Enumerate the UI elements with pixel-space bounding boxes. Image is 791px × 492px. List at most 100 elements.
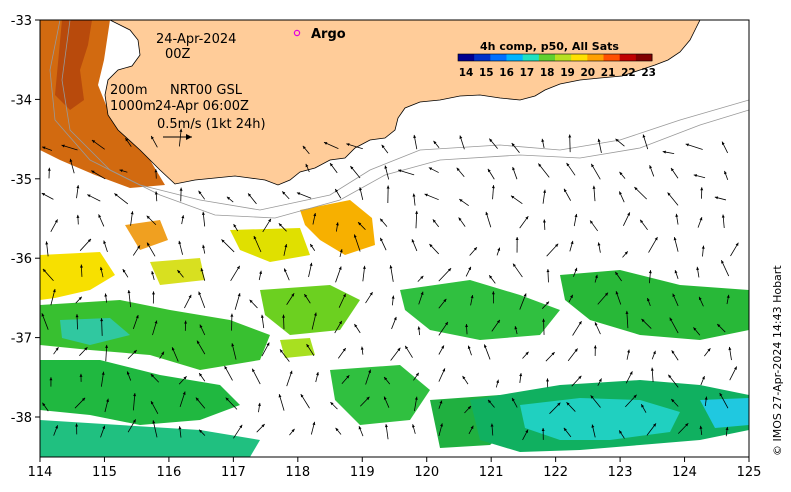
current-arrow-head xyxy=(497,247,501,251)
sst-patch-green-4 xyxy=(560,270,749,340)
current-arrow-head xyxy=(52,289,56,293)
current-arrow-head xyxy=(78,296,82,300)
current-arrow-head xyxy=(570,294,573,299)
current-arrow-head xyxy=(563,188,567,193)
current-arrow-head xyxy=(268,218,271,223)
current-arrow-head xyxy=(49,377,53,381)
sst-patch-green-1 xyxy=(40,300,270,370)
current-arrow-head xyxy=(674,270,678,274)
current-arrow-head xyxy=(313,312,317,316)
x-tick-label: 116 xyxy=(156,465,181,480)
current-arrow-head xyxy=(266,342,270,346)
current-arrow-head xyxy=(119,169,123,173)
contour-1000m xyxy=(61,20,749,219)
current-arrow-head xyxy=(673,237,677,241)
colorbar-tick-label: 17 xyxy=(520,67,535,79)
colorbar-title: 4h comp, p50, All Sats xyxy=(480,40,619,53)
current-arrow-head xyxy=(342,348,346,352)
current-arrow-head xyxy=(627,212,630,216)
current-arrow-head xyxy=(284,244,288,248)
current-arrow-head xyxy=(398,169,402,173)
current-arrow-head xyxy=(462,375,466,380)
sst-patch-yellow xyxy=(40,252,115,300)
current-arrow-head xyxy=(570,240,574,245)
current-arrow-head xyxy=(384,424,388,428)
current-arrow-head xyxy=(515,237,519,241)
current-arrow-head xyxy=(525,216,529,220)
current-arrow-head xyxy=(447,268,452,272)
current-arrow-head xyxy=(496,319,500,324)
current-arrow-head xyxy=(151,291,155,295)
credit-label: © IMOS 27-Apr-2024 14:43 Hobart xyxy=(771,265,784,456)
current-arrow-head xyxy=(182,391,186,395)
current-arrow-head xyxy=(362,265,366,270)
current-arrow-head xyxy=(76,214,80,218)
current-arrow-head xyxy=(412,424,415,428)
current-arrow-head xyxy=(380,218,384,222)
current-arrow-head xyxy=(54,219,58,223)
current-arrow-head xyxy=(512,397,515,402)
current-arrow-head xyxy=(546,378,550,382)
current-arrow-head xyxy=(183,376,187,380)
sst-patch-green-5 xyxy=(40,360,240,425)
current-arrow-head xyxy=(578,375,582,380)
current-arrow-head xyxy=(668,374,672,379)
current-arrow-head xyxy=(414,396,418,400)
current-arrow-head xyxy=(296,192,301,196)
current-arrow-head xyxy=(627,349,631,353)
current-arrow-head xyxy=(346,375,350,379)
current-arrow-head xyxy=(415,210,419,214)
current-arrow-head xyxy=(699,425,703,429)
current-arrow-head xyxy=(114,193,118,197)
current-arrow-head xyxy=(512,263,516,267)
current-arrow-head xyxy=(316,372,319,376)
current-arrow-head xyxy=(132,419,136,423)
current-vectors xyxy=(41,128,739,441)
current-arrow-head xyxy=(150,374,154,378)
colorbar-frame xyxy=(457,53,653,62)
current-arrow-head xyxy=(459,199,463,203)
current-arrow-head xyxy=(597,242,601,246)
current-arrow-head xyxy=(100,318,104,322)
current-arrow-head xyxy=(594,322,598,326)
sst-patch-lime xyxy=(280,338,315,358)
y-tick-label: -38 xyxy=(11,411,32,426)
current-arrow-head xyxy=(257,402,261,407)
current-arrow-head xyxy=(669,317,673,321)
current-arrow-head xyxy=(459,135,463,139)
current-arrow-head xyxy=(239,424,243,429)
current-arrow-head xyxy=(717,323,721,328)
y-tick-label: -33 xyxy=(11,14,32,29)
current-arrow-head xyxy=(625,310,629,314)
current-arrow-head xyxy=(489,275,493,279)
current-arrow-head xyxy=(641,404,645,408)
sst-patch-cyan-2 xyxy=(700,398,749,428)
current-arrow-head xyxy=(397,347,401,352)
colorbar-swatch xyxy=(458,54,475,61)
current-arrow-head xyxy=(383,396,387,400)
current-arrow-head xyxy=(473,247,477,251)
current-arrow-head xyxy=(555,243,559,247)
current-arrow-head xyxy=(413,134,417,139)
current-arrow-head xyxy=(543,189,547,193)
current-arrow-head xyxy=(135,315,139,319)
current-arrow-head xyxy=(734,366,737,370)
current-arrow-head xyxy=(714,196,719,200)
current-arrow-head xyxy=(369,292,373,296)
current-arrow-head xyxy=(701,245,705,249)
current-arrow-head xyxy=(178,240,182,245)
current-arrow-head xyxy=(366,396,370,401)
current-arrow-head xyxy=(511,143,515,147)
sst-patch-cyan xyxy=(520,398,680,440)
current-arrow-head xyxy=(104,293,108,297)
sst-patch-green-3 xyxy=(400,280,560,340)
current-arrow-head xyxy=(648,270,652,274)
colorbar-swatch xyxy=(474,54,491,61)
current-arrow-head xyxy=(106,398,110,402)
current-arrow-head xyxy=(591,424,595,428)
current-arrow-head xyxy=(330,402,334,406)
current-arrow-head xyxy=(545,301,550,305)
current-arrow-head xyxy=(696,266,700,271)
current-arrow-head xyxy=(381,144,385,149)
current-arrow-head xyxy=(353,234,357,238)
